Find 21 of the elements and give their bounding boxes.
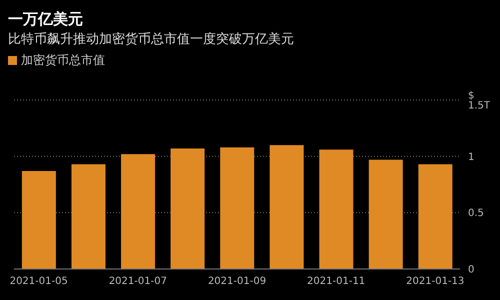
y-tick-label: 0 [468, 264, 474, 276]
x-tick-label: 2021-01-13 [406, 276, 464, 288]
bar [22, 170, 56, 269]
y-tick-label: $ 1.5T [468, 90, 491, 112]
bar [368, 160, 403, 269]
y-tick-label: 0.5 [468, 208, 484, 220]
bar [418, 164, 452, 269]
x-tick-label: 2021-01-05 [10, 276, 68, 288]
bar [319, 150, 354, 269]
chart-title: 一万亿美元 [8, 10, 83, 29]
x-tick-label: 2021-01-09 [208, 276, 266, 288]
x-tick-label: 2021-01-07 [108, 276, 167, 288]
bar [270, 145, 304, 269]
bar [71, 164, 106, 269]
bar [220, 147, 254, 269]
bar [121, 154, 156, 269]
chart-subtitle: 比特币飙升推动加密货币总市值一度突破万亿美元 [8, 31, 294, 48]
legend-label: 加密货币总市值 [21, 53, 105, 67]
bar [170, 148, 205, 269]
y-tick-label: 1 [468, 152, 474, 163]
x-tick-label: 2021-01-11 [307, 276, 366, 288]
